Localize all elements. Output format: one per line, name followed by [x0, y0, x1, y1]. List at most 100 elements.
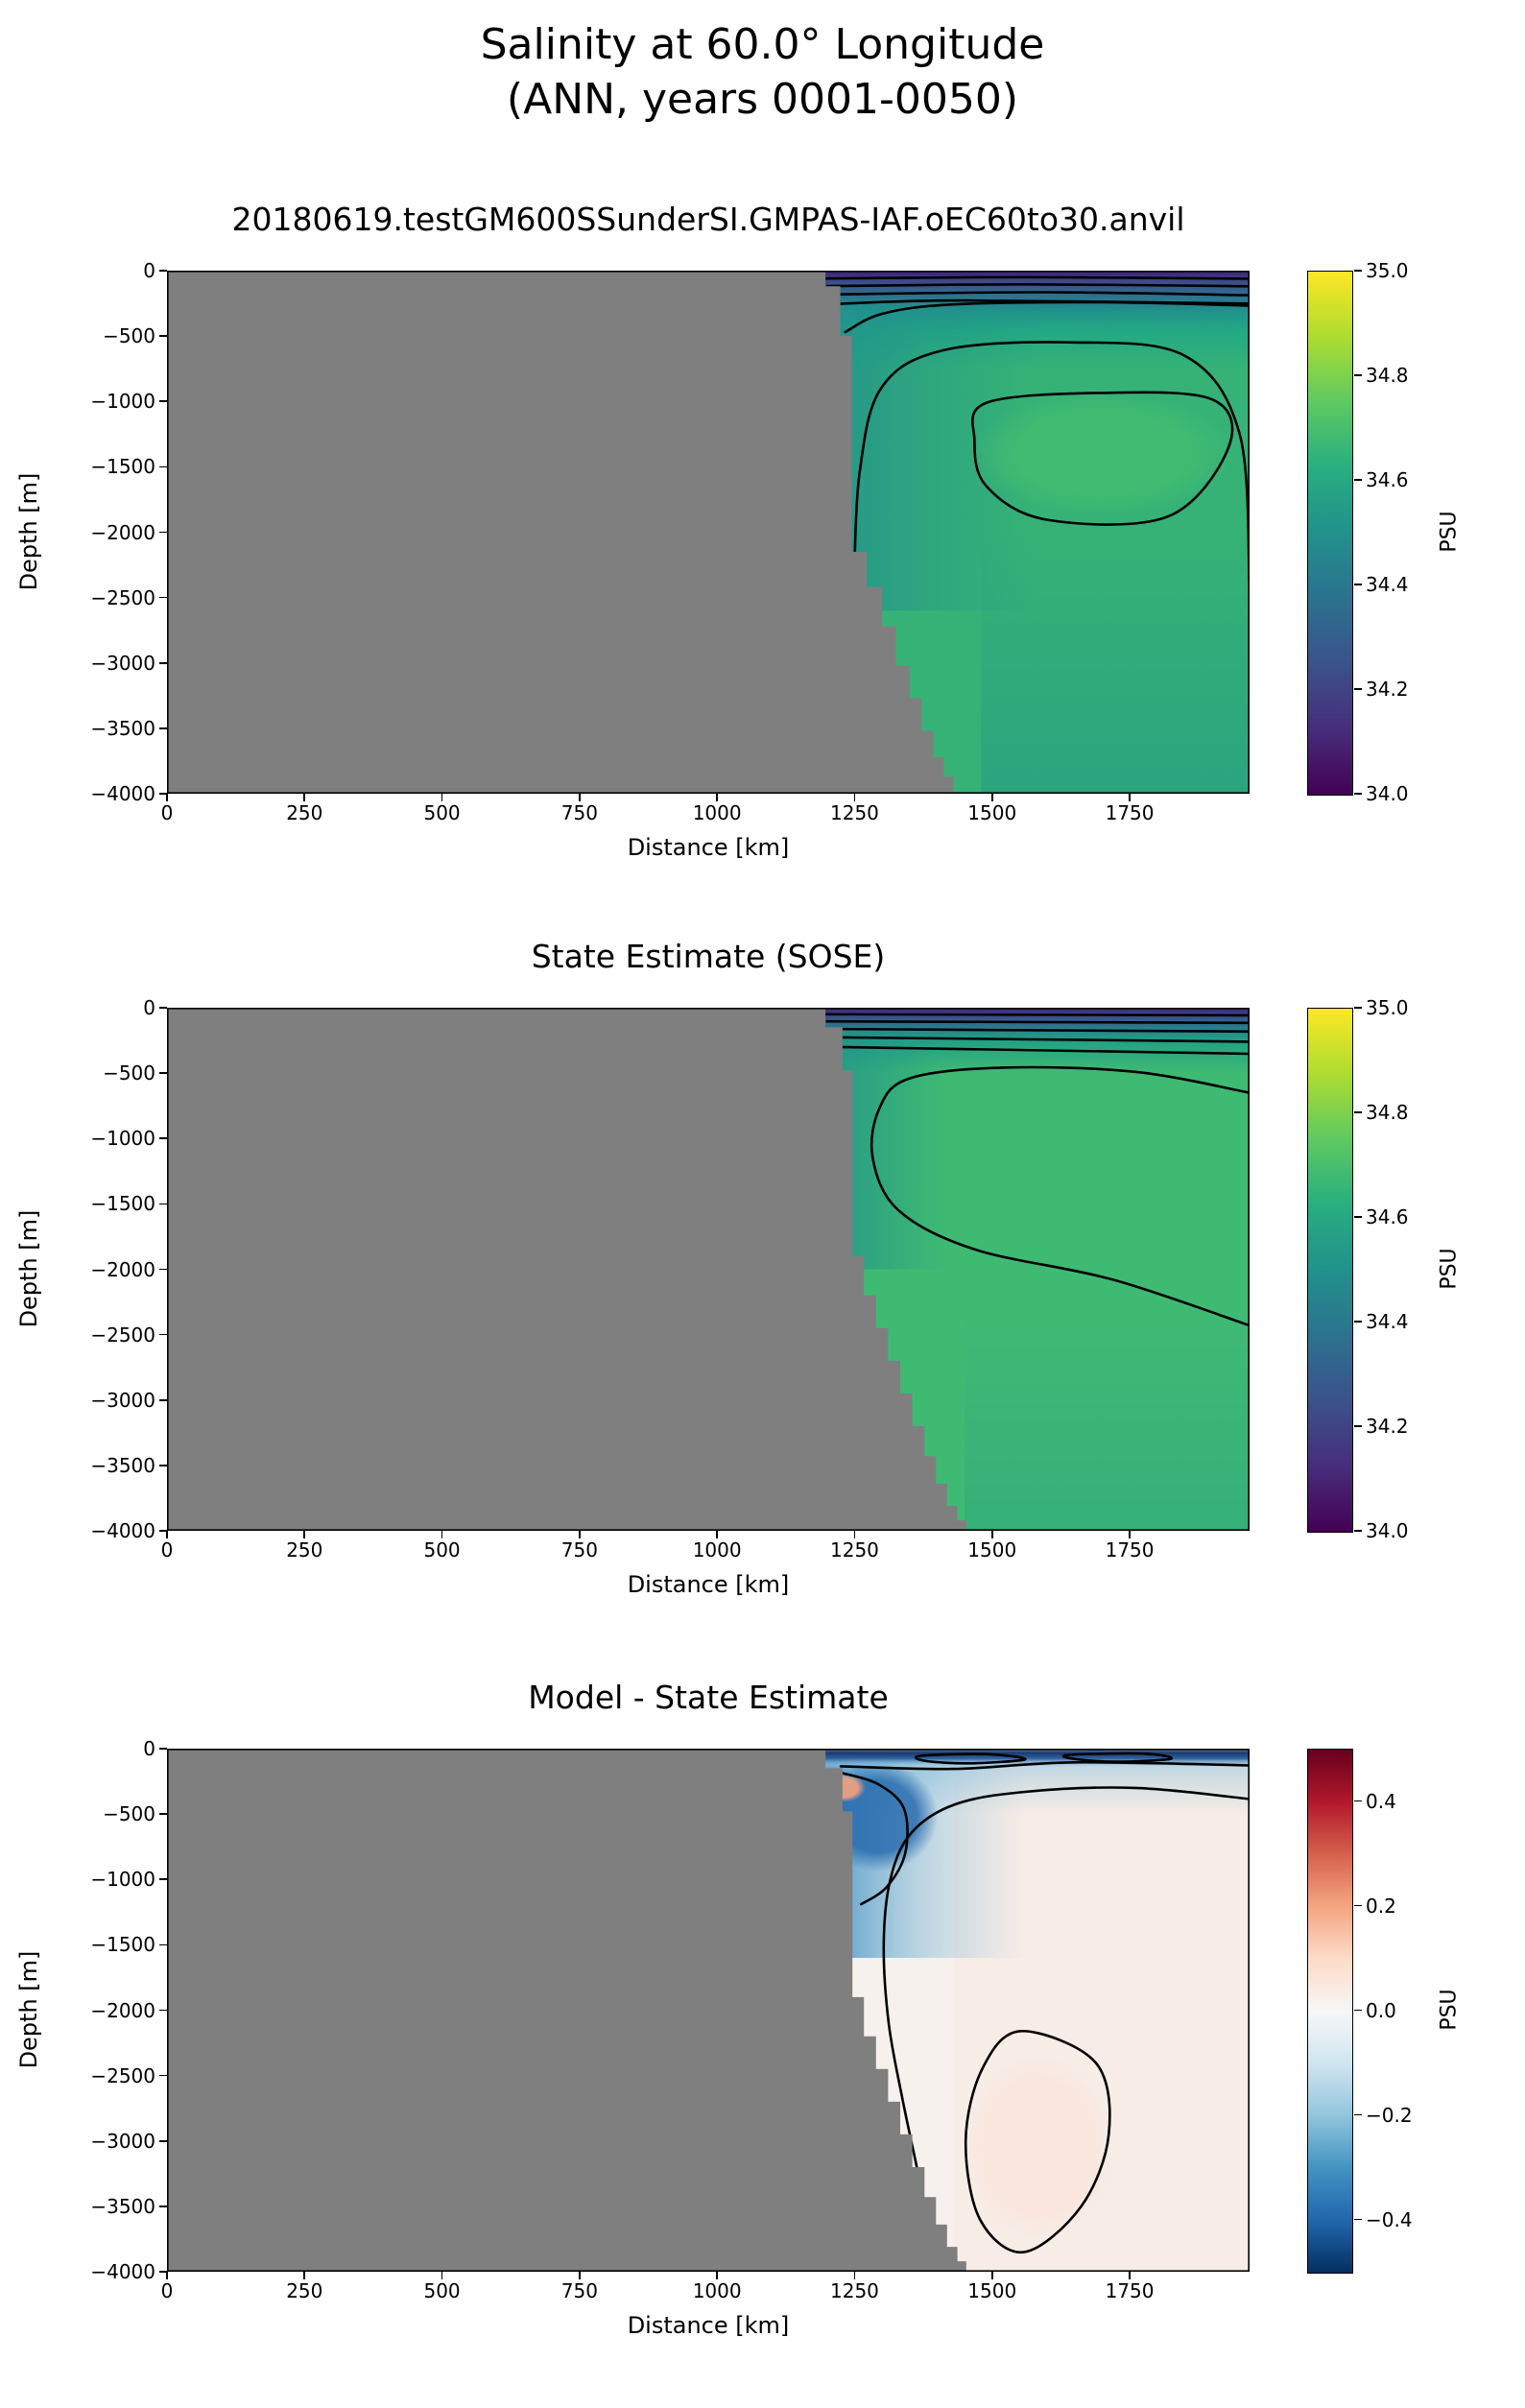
salinity-heatmap-difference: [167, 1749, 1250, 2272]
colorbar-unit-label: PSU: [1437, 511, 1462, 553]
colorbar-tick-mark: [1354, 1007, 1363, 1009]
y-tick-mark: [159, 1203, 167, 1205]
panel-sose-title: State Estimate (SOSE): [531, 938, 886, 975]
plot-area-sose: 0 250 500 750 1000 1250 1500 1750 0 −500 −1000 −150…: [90, 996, 1250, 1562]
y-tick-mark: [159, 1137, 167, 1140]
y-tick-label: −500: [103, 1061, 155, 1085]
x-tick-label: 500: [423, 1538, 461, 1562]
y-tick-label: −3000: [90, 651, 155, 675]
x-tick-mark: [990, 794, 993, 801]
panel-model-title: 20180619.testGM600SSunderSI.GMPAS-IAF.oE…: [231, 201, 1185, 238]
figure-title-line1: Salinity at 60.0° Longitude: [480, 20, 1045, 69]
y-tick-mark: [159, 2271, 167, 2273]
colorbar-tick-mark: [1354, 1425, 1363, 1427]
x-tick-label: 1000: [692, 801, 742, 824]
y-tick-mark: [159, 1530, 167, 1532]
x-tick-label: 1750: [1105, 2279, 1155, 2302]
colorbar-tick-mark: [1354, 479, 1363, 481]
colorbar-tick-label: 0.0: [1366, 1998, 1396, 2022]
y-tick-label: −3500: [90, 716, 155, 740]
salinity-heatmap-model: [167, 271, 1250, 794]
y-axis-label: Depth [m]: [15, 1209, 42, 1328]
x-tick-label: 750: [560, 801, 598, 824]
x-tick-mark: [1129, 1531, 1131, 1538]
colorbar-tick-label: 34.4: [1366, 1310, 1409, 1333]
colorbar-tick-label: 34.0: [1366, 782, 1409, 805]
y-tick-label: −500: [103, 324, 155, 348]
y-tick-mark: [159, 465, 167, 468]
y-tick-label: −2500: [90, 585, 155, 609]
x-tick-label: 500: [423, 2279, 461, 2302]
x-tick-label: 750: [560, 2279, 598, 2302]
x-tick-mark: [1129, 794, 1131, 801]
x-tick-mark: [303, 2272, 306, 2279]
y-axis-label: Depth [m]: [15, 1950, 42, 2069]
y-tick-mark: [159, 1007, 167, 1009]
colorbar-tick-mark: [1354, 793, 1363, 795]
figure-title-line2: (ANN, years 0001-0050): [506, 75, 1019, 124]
y-tick-mark: [159, 727, 167, 729]
y-tick-label: −3500: [90, 1453, 155, 1477]
y-tick-mark: [159, 793, 167, 795]
x-tick-label: 1500: [967, 2279, 1017, 2302]
x-tick-label: 0: [160, 801, 174, 824]
y-tick-mark: [159, 2139, 167, 2142]
x-tick-mark: [303, 1531, 306, 1538]
y-tick-mark: [159, 596, 167, 599]
colorbar-tick-label: 34.0: [1366, 1519, 1409, 1542]
panel-difference: Model - State Estimate Depth [m] 0 250 500…: [0, 1675, 1525, 2375]
x-tick-label: 250: [286, 1538, 323, 1562]
x-tick-label: 1000: [692, 2279, 742, 2302]
y-tick-label: −3000: [90, 1388, 155, 1412]
y-tick-label: 0: [143, 996, 155, 1019]
x-tick-label: 0: [160, 2279, 174, 2302]
y-tick-label: −1500: [90, 1933, 155, 1957]
colorbar-unit-label: PSU: [1437, 1248, 1462, 1290]
y-tick-label: −2000: [90, 520, 155, 544]
y-tick-label: −3500: [90, 2194, 155, 2218]
y-tick-label: 0: [143, 259, 155, 282]
y-tick-label: −1000: [90, 1868, 155, 1892]
x-tick-label: 750: [560, 1538, 598, 1562]
colorbar-tick-mark: [1354, 1111, 1363, 1113]
y-tick-label: 0: [143, 1737, 155, 1760]
x-tick-label: 0: [160, 1538, 174, 1562]
x-tick-label: 1750: [1105, 1538, 1155, 1562]
colorbar-tick-label: 35.0: [1366, 996, 1409, 1019]
y-tick-mark: [159, 2009, 167, 2012]
x-tick-mark: [579, 1531, 581, 1538]
x-tick-label: 1500: [967, 1538, 1017, 1562]
x-tick-label: 1250: [830, 801, 879, 824]
x-tick-mark: [853, 794, 856, 801]
colorbar-tick-mark: [1354, 2009, 1363, 2012]
colorbar-tick-label: 34.8: [1366, 1101, 1409, 1124]
y-tick-mark: [159, 335, 167, 337]
colorbar-tick-label: 0.4: [1366, 1789, 1396, 1813]
y-tick-mark: [159, 1748, 167, 1750]
x-axis-label: Distance [km]: [627, 834, 790, 861]
y-tick-mark: [159, 1333, 167, 1336]
colorbar-tick-mark: [1354, 584, 1363, 585]
x-tick-mark: [579, 794, 581, 801]
y-tick-label: −4000: [90, 2260, 155, 2283]
x-tick-mark: [716, 1531, 718, 1538]
colorbar-tick-label: 0.2: [1366, 1894, 1396, 1918]
y-tick-mark: [159, 2205, 167, 2207]
y-tick-label: −4000: [90, 1519, 155, 1542]
colorbar-tick-mark: [1354, 2218, 1363, 2221]
x-tick-mark: [441, 794, 443, 801]
x-tick-mark: [1129, 2272, 1131, 2279]
colorbar-difference: [1307, 1749, 1353, 2274]
x-axis-label: Distance [km]: [627, 1571, 790, 1598]
x-tick-label: 1750: [1105, 801, 1155, 824]
y-tick-mark: [159, 1072, 167, 1074]
colorbar-model: [1307, 271, 1353, 796]
x-tick-mark: [441, 1531, 443, 1538]
y-tick-label: −3000: [90, 2129, 155, 2153]
x-tick-mark: [853, 1531, 856, 1538]
x-tick-mark: [579, 2272, 581, 2279]
x-tick-mark: [990, 1531, 993, 1538]
colorbar-tick-mark: [1354, 1321, 1363, 1323]
colorbar-tick-label: 34.6: [1366, 1205, 1409, 1228]
x-tick-label: 1250: [830, 1538, 879, 1562]
